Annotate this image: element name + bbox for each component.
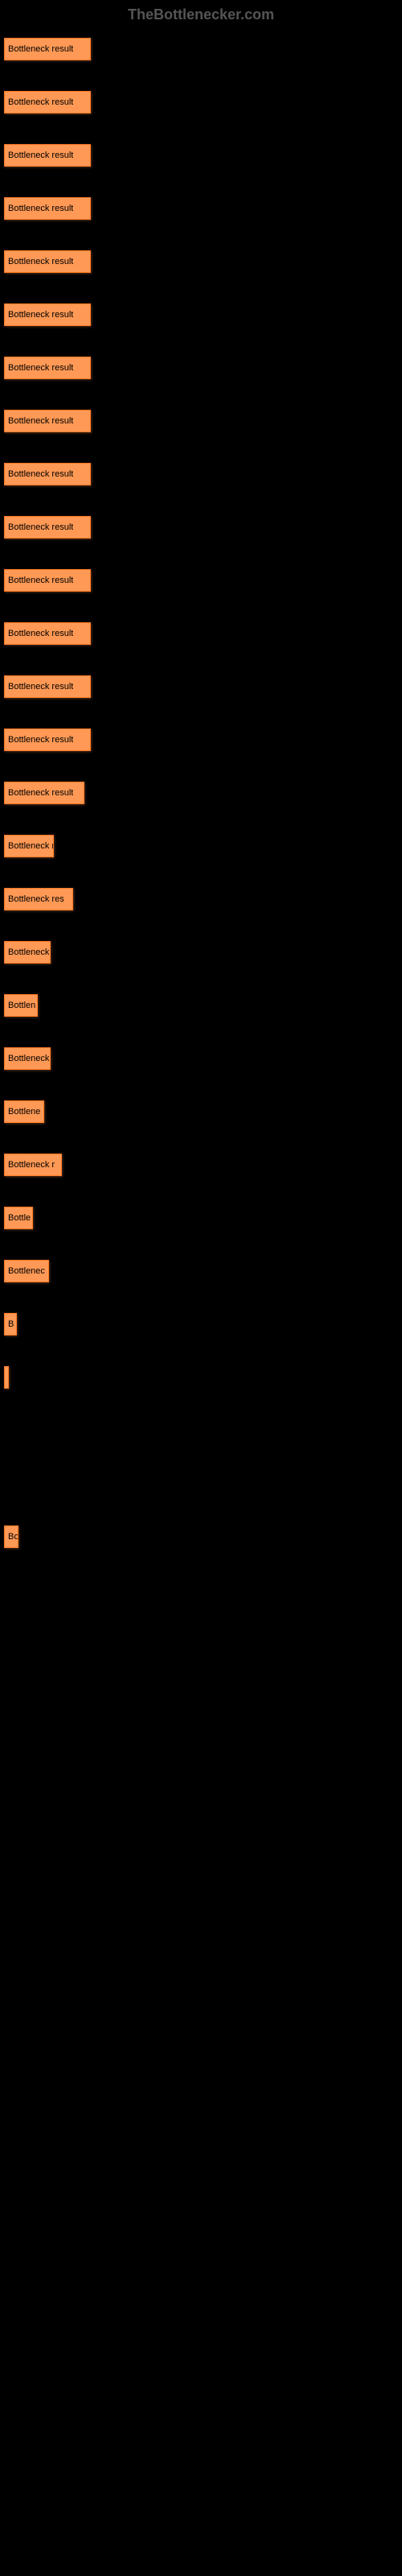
bottleneck-chart: Bottleneck result Bottleneck result Bottle…	[0, 30, 402, 1587]
bottleneck-bar: Bottleneck result	[4, 303, 91, 326]
bar-label: Bottlene	[8, 1107, 40, 1117]
bar-row	[4, 1366, 398, 1389]
bar-row: Bottleneck res	[4, 888, 398, 910]
bottleneck-bar: Bottleneck result	[4, 38, 91, 60]
bar-row: Bottleneck result	[4, 782, 398, 804]
bar-row: Bottleneck result	[4, 569, 398, 592]
bottleneck-bar: Bottleneck result	[4, 410, 91, 432]
bar-row: Bottleneck result	[4, 410, 398, 432]
bar-row: Bottleneck result	[4, 357, 398, 379]
bar-row: Bottleneck r	[4, 1154, 398, 1176]
bottleneck-bar: Bottleneck	[4, 1047, 51, 1070]
bar-label: Bottleneck result	[8, 576, 73, 585]
bar-label: Bottleneck result	[8, 469, 73, 479]
bottleneck-bar: Bottleneck result	[4, 197, 91, 220]
bar-row: Bottleneck	[4, 941, 398, 964]
bottleneck-bar: Bottleneck result	[4, 782, 84, 804]
bar-row: Bottleneck result	[4, 729, 398, 751]
bar-label: Bottleneck result	[8, 522, 73, 532]
bottleneck-bar: Bottleneck r	[4, 835, 54, 857]
bar-label: Bottleneck result	[8, 363, 73, 373]
bar-row: Bottleneck result	[4, 463, 398, 485]
bar-row: Bottle	[4, 1207, 398, 1229]
bottleneck-bar: Bottleneck result	[4, 250, 91, 273]
bottleneck-bar: Bottleneck result	[4, 516, 91, 539]
bar-row: Bottleneck result	[4, 197, 398, 220]
bar-row: Bottleneck result	[4, 675, 398, 698]
bar-label: Bottleneck result	[8, 44, 73, 54]
bar-row: Bottleneck result	[4, 516, 398, 539]
bar-label: Bottlenec	[8, 1266, 45, 1276]
bar-label: Bottleneck result	[8, 682, 73, 691]
header-logo: TheBottlenecker.com	[0, 0, 402, 30]
bottleneck-bar: Bottle	[4, 1207, 33, 1229]
bottleneck-bar: Bottleneck result	[4, 569, 91, 592]
bar-row: Bottleneck result	[4, 144, 398, 167]
bar-label: Bottle	[8, 1213, 31, 1223]
bar-label: Bottleneck r	[8, 1160, 55, 1170]
bottleneck-bar: B	[4, 1313, 17, 1335]
bar-label: Bottleneck result	[8, 97, 73, 107]
bottleneck-bar: Bo	[4, 1525, 18, 1548]
bottleneck-bar: Bottleneck result	[4, 622, 91, 645]
bar-label: Bottleneck	[8, 1054, 49, 1063]
bottleneck-bar: Bottleneck result	[4, 91, 91, 114]
bar-row: Bottleneck result	[4, 250, 398, 273]
bottleneck-bar: Bottleneck result	[4, 144, 91, 167]
bar-label: Bottleneck result	[8, 416, 73, 426]
bar-row: Bo	[4, 1525, 398, 1548]
bar-row: Bottlene	[4, 1100, 398, 1123]
bottleneck-bar: Bottleneck	[4, 941, 51, 964]
bar-row: Bottlenec	[4, 1260, 398, 1282]
bottleneck-bar: Bottleneck result	[4, 675, 91, 698]
bottleneck-bar: Bottlene	[4, 1100, 44, 1123]
bar-label: Bo	[8, 1532, 18, 1542]
bar-label: Bottleneck result	[8, 310, 73, 320]
bar-label: Bottleneck result	[8, 151, 73, 160]
bar-row: Bottleneck	[4, 1047, 398, 1070]
bar-label: Bottleneck	[8, 947, 49, 957]
bar-label: B	[8, 1319, 14, 1329]
bar-label: Bottleneck r	[8, 841, 53, 851]
bar-label: Bottleneck result	[8, 788, 73, 798]
bar-label: Bottleneck result	[8, 204, 73, 213]
bar-row: Bottlen	[4, 994, 398, 1017]
bar-label: Bottleneck res	[8, 894, 64, 904]
bar-row	[4, 1472, 398, 1495]
bar-row	[4, 1419, 398, 1442]
bar-row: Bottleneck result	[4, 91, 398, 114]
bar-label: Bottleneck result	[8, 257, 73, 266]
bar-label: Bottleneck result	[8, 735, 73, 745]
bar-label: Bottleneck result	[8, 629, 73, 638]
bottleneck-bar	[4, 1366, 9, 1389]
bottleneck-bar: Bottlenec	[4, 1260, 49, 1282]
bar-row: B	[4, 1313, 398, 1335]
bottleneck-bar: Bottleneck r	[4, 1154, 62, 1176]
bar-row: Bottleneck r	[4, 835, 398, 857]
bottleneck-bar: Bottleneck result	[4, 463, 91, 485]
bottleneck-bar: Bottleneck result	[4, 729, 91, 751]
bar-row: Bottleneck result	[4, 622, 398, 645]
bar-row: Bottleneck result	[4, 303, 398, 326]
bottleneck-bar: Bottlen	[4, 994, 38, 1017]
bar-label: Bottlen	[8, 1001, 35, 1010]
bottleneck-bar: Bottleneck res	[4, 888, 73, 910]
bar-row: Bottleneck result	[4, 38, 398, 60]
bottleneck-bar: Bottleneck result	[4, 357, 91, 379]
